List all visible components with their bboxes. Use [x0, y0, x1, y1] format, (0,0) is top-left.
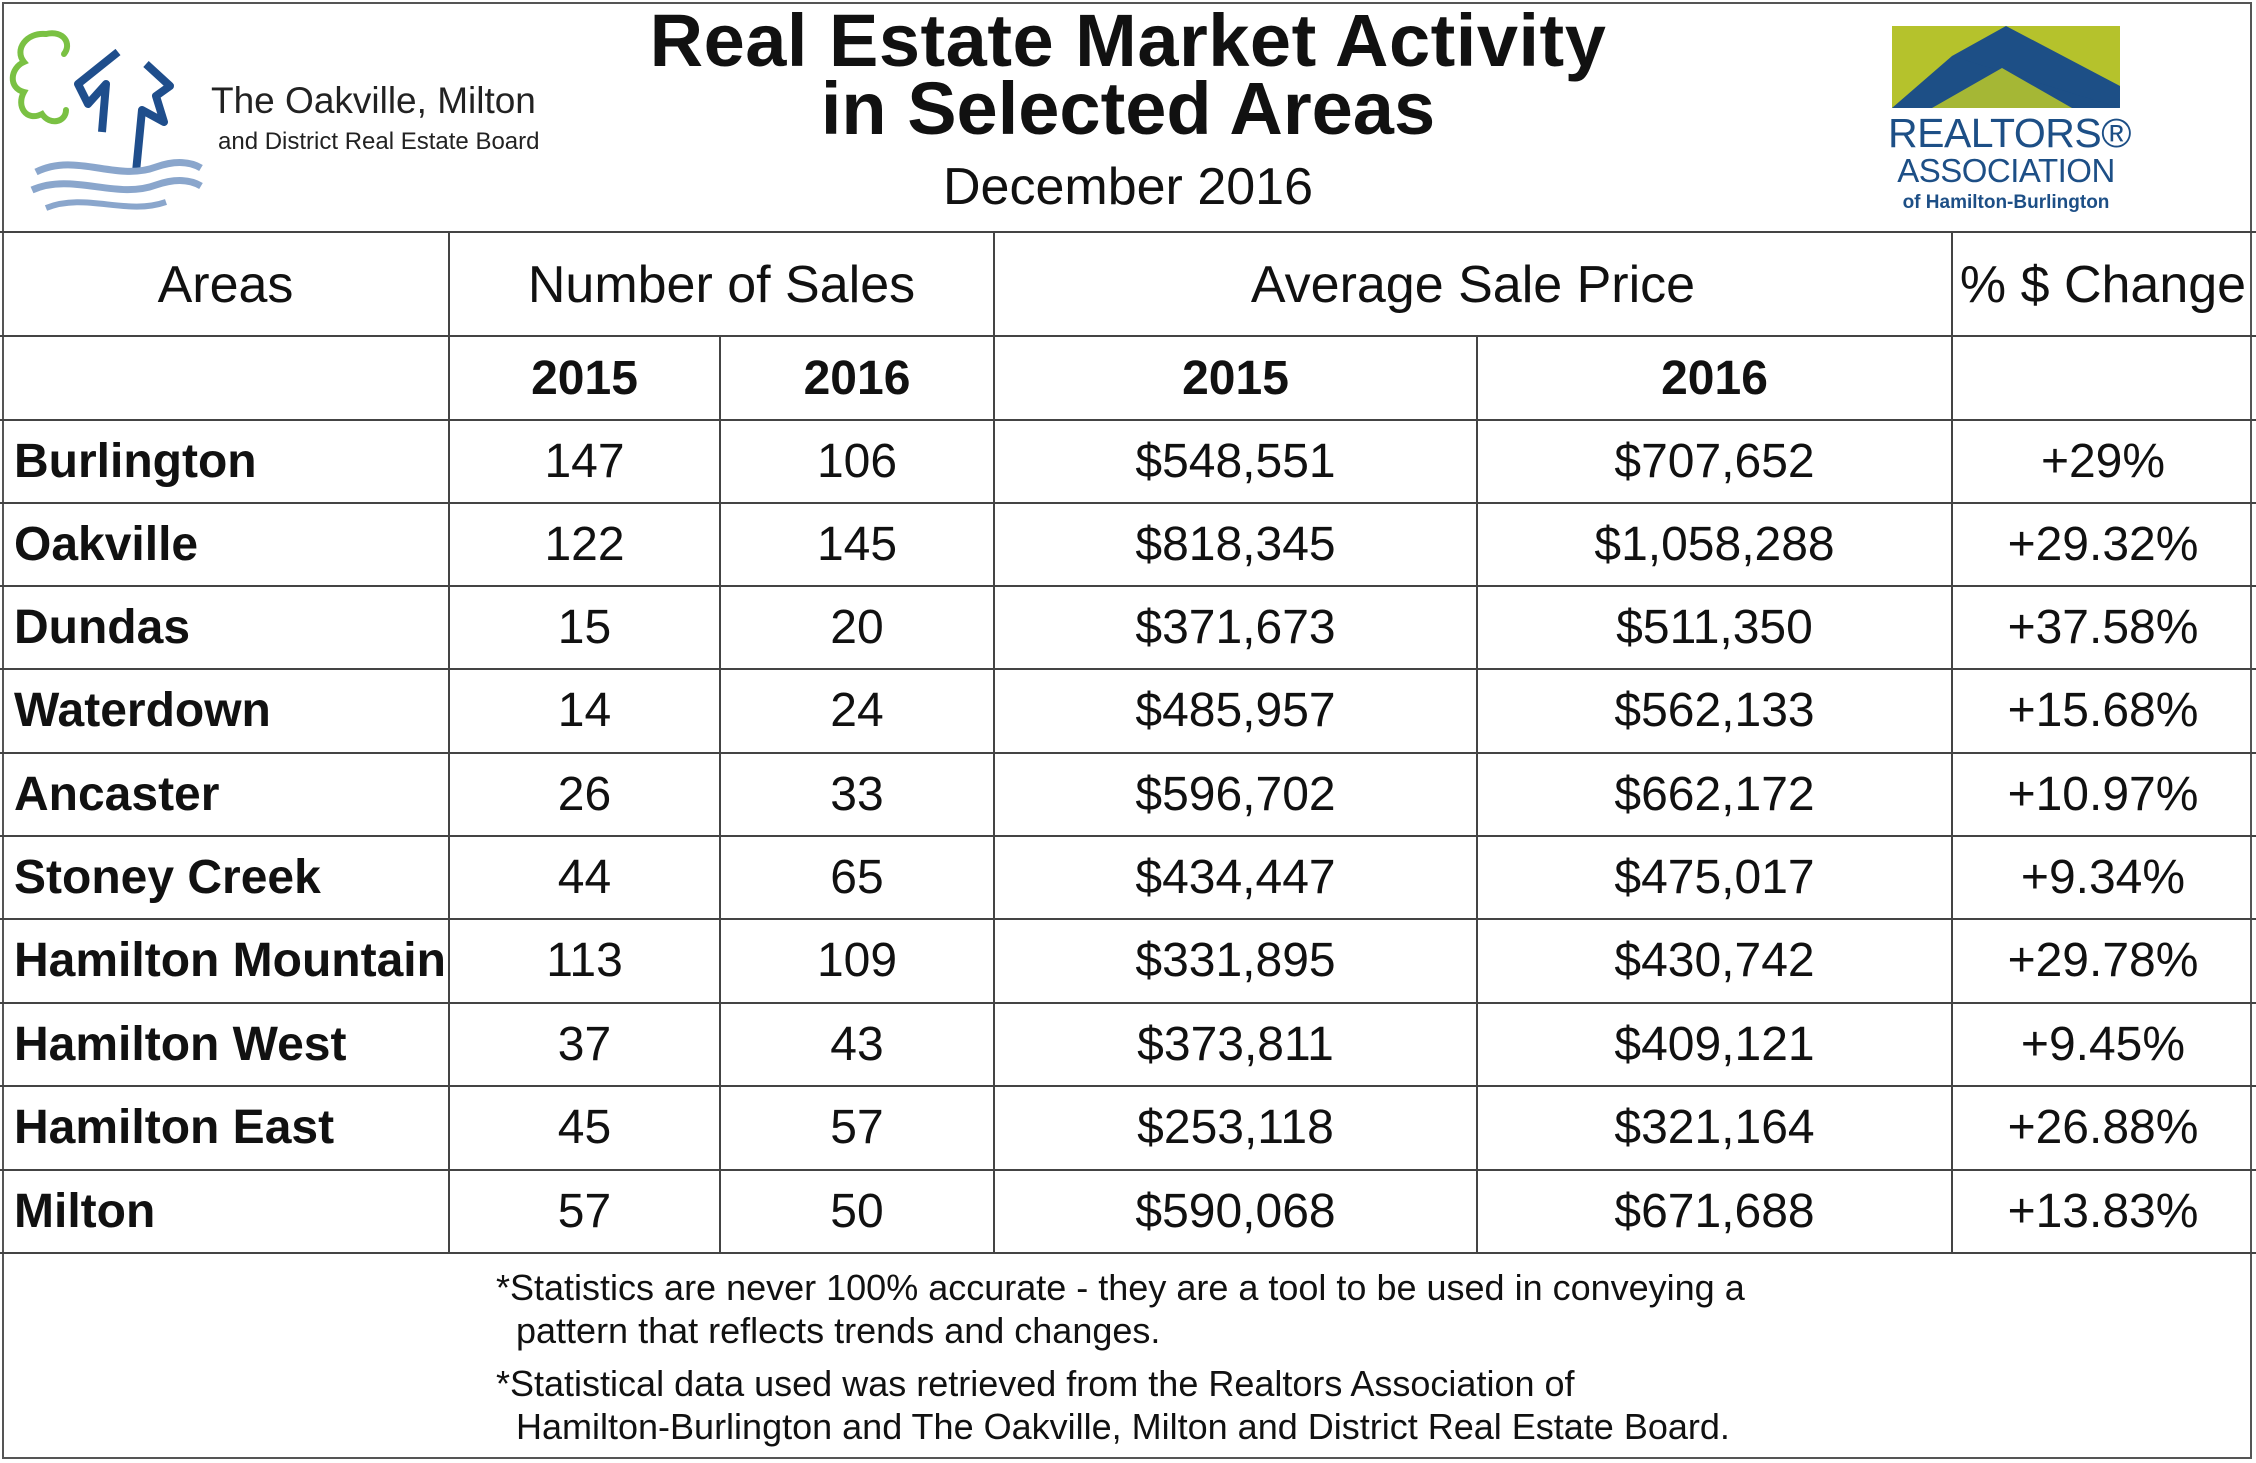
page-subtitle: December 2016 — [943, 158, 1313, 216]
sales-2016: 109 — [816, 934, 898, 987]
avg-price-2016: $321,164 — [1614, 1101, 1815, 1154]
avg-price-2015: $373,811 — [1137, 1018, 1334, 1071]
percent-change: +26.88% — [2007, 1101, 2199, 1154]
percent-change: +10.97% — [2007, 768, 2199, 821]
column-header-percent-change: % $ Change — [1959, 256, 2247, 314]
sales-2016: 65 — [830, 851, 884, 904]
percent-change: +9.34% — [2020, 851, 2186, 904]
avg-price-2015: $485,957 — [1135, 684, 1336, 737]
realtors-association-logo: REALTORS® ASSOCIATION of Hamilton-Burlin… — [1888, 26, 2131, 216]
footnote-1-line2: pattern that reflects trends and changes… — [516, 1310, 1161, 1351]
sales-2015: 147 — [544, 435, 625, 488]
sales-2015: 14 — [557, 684, 612, 737]
realtors-text: REALTORS® — [1888, 110, 2131, 156]
avg-price-2016: $409,121 — [1614, 1018, 1815, 1071]
area-name: Hamilton East — [14, 1101, 335, 1154]
footnote-1: *Statistics are never 100% accurate - th… — [496, 1266, 1996, 1352]
area-name: Burlington — [14, 435, 257, 488]
sales-2015: 44 — [557, 851, 612, 904]
percent-change: +29% — [2040, 435, 2166, 488]
oakville-board-emblem-icon — [9, 30, 203, 211]
area-name: Dundas — [14, 601, 191, 654]
avg-price-2016: $430,742 — [1614, 934, 1815, 987]
area-name: Waterdown — [14, 684, 271, 737]
avg-price-2015: $590,068 — [1135, 1185, 1336, 1238]
sales-2015: 37 — [557, 1018, 612, 1071]
house-roof-icon — [1892, 26, 2120, 108]
page-title-line1: Real Estate Market Activity — [649, 0, 1607, 82]
sales-2015: 122 — [544, 518, 625, 571]
association-text: ASSOCIATION — [1897, 152, 2115, 189]
oakville-board-logo: The Oakville, Milton and District Real E… — [6, 22, 566, 222]
avg-price-2015: $434,447 — [1135, 851, 1336, 904]
sales-2016: 50 — [830, 1185, 884, 1238]
board-name-line2: and District Real Estate Board — [218, 128, 540, 155]
area-name: Milton — [14, 1185, 156, 1238]
avg-price-2015: $818,345 — [1135, 518, 1336, 571]
avg-price-2016: $562,133 — [1614, 684, 1815, 737]
avg-price-2015: $596,702 — [1135, 768, 1336, 821]
percent-change: +37.58% — [2007, 601, 2199, 654]
sales-2015: 26 — [557, 768, 612, 821]
footnote-2-line1: *Statistical data used was retrieved fro… — [496, 1363, 1575, 1404]
column-header-number-of-sales: Number of Sales — [527, 256, 916, 314]
sales-2016: 20 — [830, 601, 884, 654]
avg-price-2015: $253,118 — [1137, 1101, 1334, 1154]
sales-2016: 145 — [816, 518, 898, 571]
percent-change: +13.83% — [2007, 1185, 2199, 1238]
avg-price-2016: $662,172 — [1614, 768, 1815, 821]
sales-2016: 24 — [830, 684, 884, 737]
column-header-average-sale-price: Average Sale Price — [1250, 256, 1696, 314]
avg-price-2016: $707,652 — [1614, 435, 1815, 488]
year-header-sales-2016: 2016 — [803, 351, 911, 405]
year-header-price-2016: 2016 — [1661, 351, 1768, 405]
footnote-1-line1: *Statistics are never 100% accurate - th… — [496, 1267, 1745, 1308]
area-name: Stoney Creek — [14, 851, 321, 904]
avg-price-2016: $1,058,288 — [1594, 518, 1835, 571]
avg-price-2016: $671,688 — [1614, 1185, 1815, 1238]
sales-2016: 57 — [830, 1101, 884, 1154]
sales-2015: 15 — [557, 601, 612, 654]
avg-price-2015: $331,895 — [1135, 934, 1336, 987]
area-name: Hamilton West — [14, 1018, 347, 1071]
sales-2015: 45 — [557, 1101, 612, 1154]
year-header-sales-2015: 2015 — [531, 351, 638, 405]
column-header-areas: Areas — [157, 256, 294, 314]
area-name: Ancaster — [14, 768, 220, 821]
avg-price-2016: $475,017 — [1614, 851, 1815, 904]
avg-price-2015: $548,551 — [1135, 435, 1336, 488]
avg-price-2016: $511,350 — [1616, 601, 1813, 654]
percent-change: +9.45% — [2020, 1018, 2186, 1071]
page-title-line2: in Selected Areas — [820, 67, 1436, 150]
sales-2015: 57 — [557, 1185, 612, 1238]
percent-change: +15.68% — [2007, 684, 2199, 737]
sales-2015: 113 — [546, 934, 623, 987]
footnote-2-line2: Hamilton-Burlington and The Oakville, Mi… — [516, 1406, 1730, 1447]
sales-2016: 43 — [830, 1018, 884, 1071]
year-header-price-2015: 2015 — [1182, 351, 1289, 405]
area-name: Oakville — [14, 518, 199, 571]
sales-2016: 106 — [816, 435, 898, 488]
percent-change: +29.78% — [2007, 934, 2199, 987]
footnotes: *Statistics are never 100% accurate - th… — [496, 1266, 1996, 1458]
area-name: Hamilton Mountain — [14, 934, 446, 987]
hamilton-burlington-text: of Hamilton-Burlington — [1902, 192, 2110, 213]
board-name-line1: The Oakville, Milton — [211, 80, 536, 121]
footnote-2: *Statistical data used was retrieved fro… — [496, 1362, 1996, 1448]
percent-change: +29.32% — [2007, 518, 2199, 571]
sales-2016: 33 — [830, 768, 884, 821]
avg-price-2015: $371,673 — [1135, 601, 1336, 654]
